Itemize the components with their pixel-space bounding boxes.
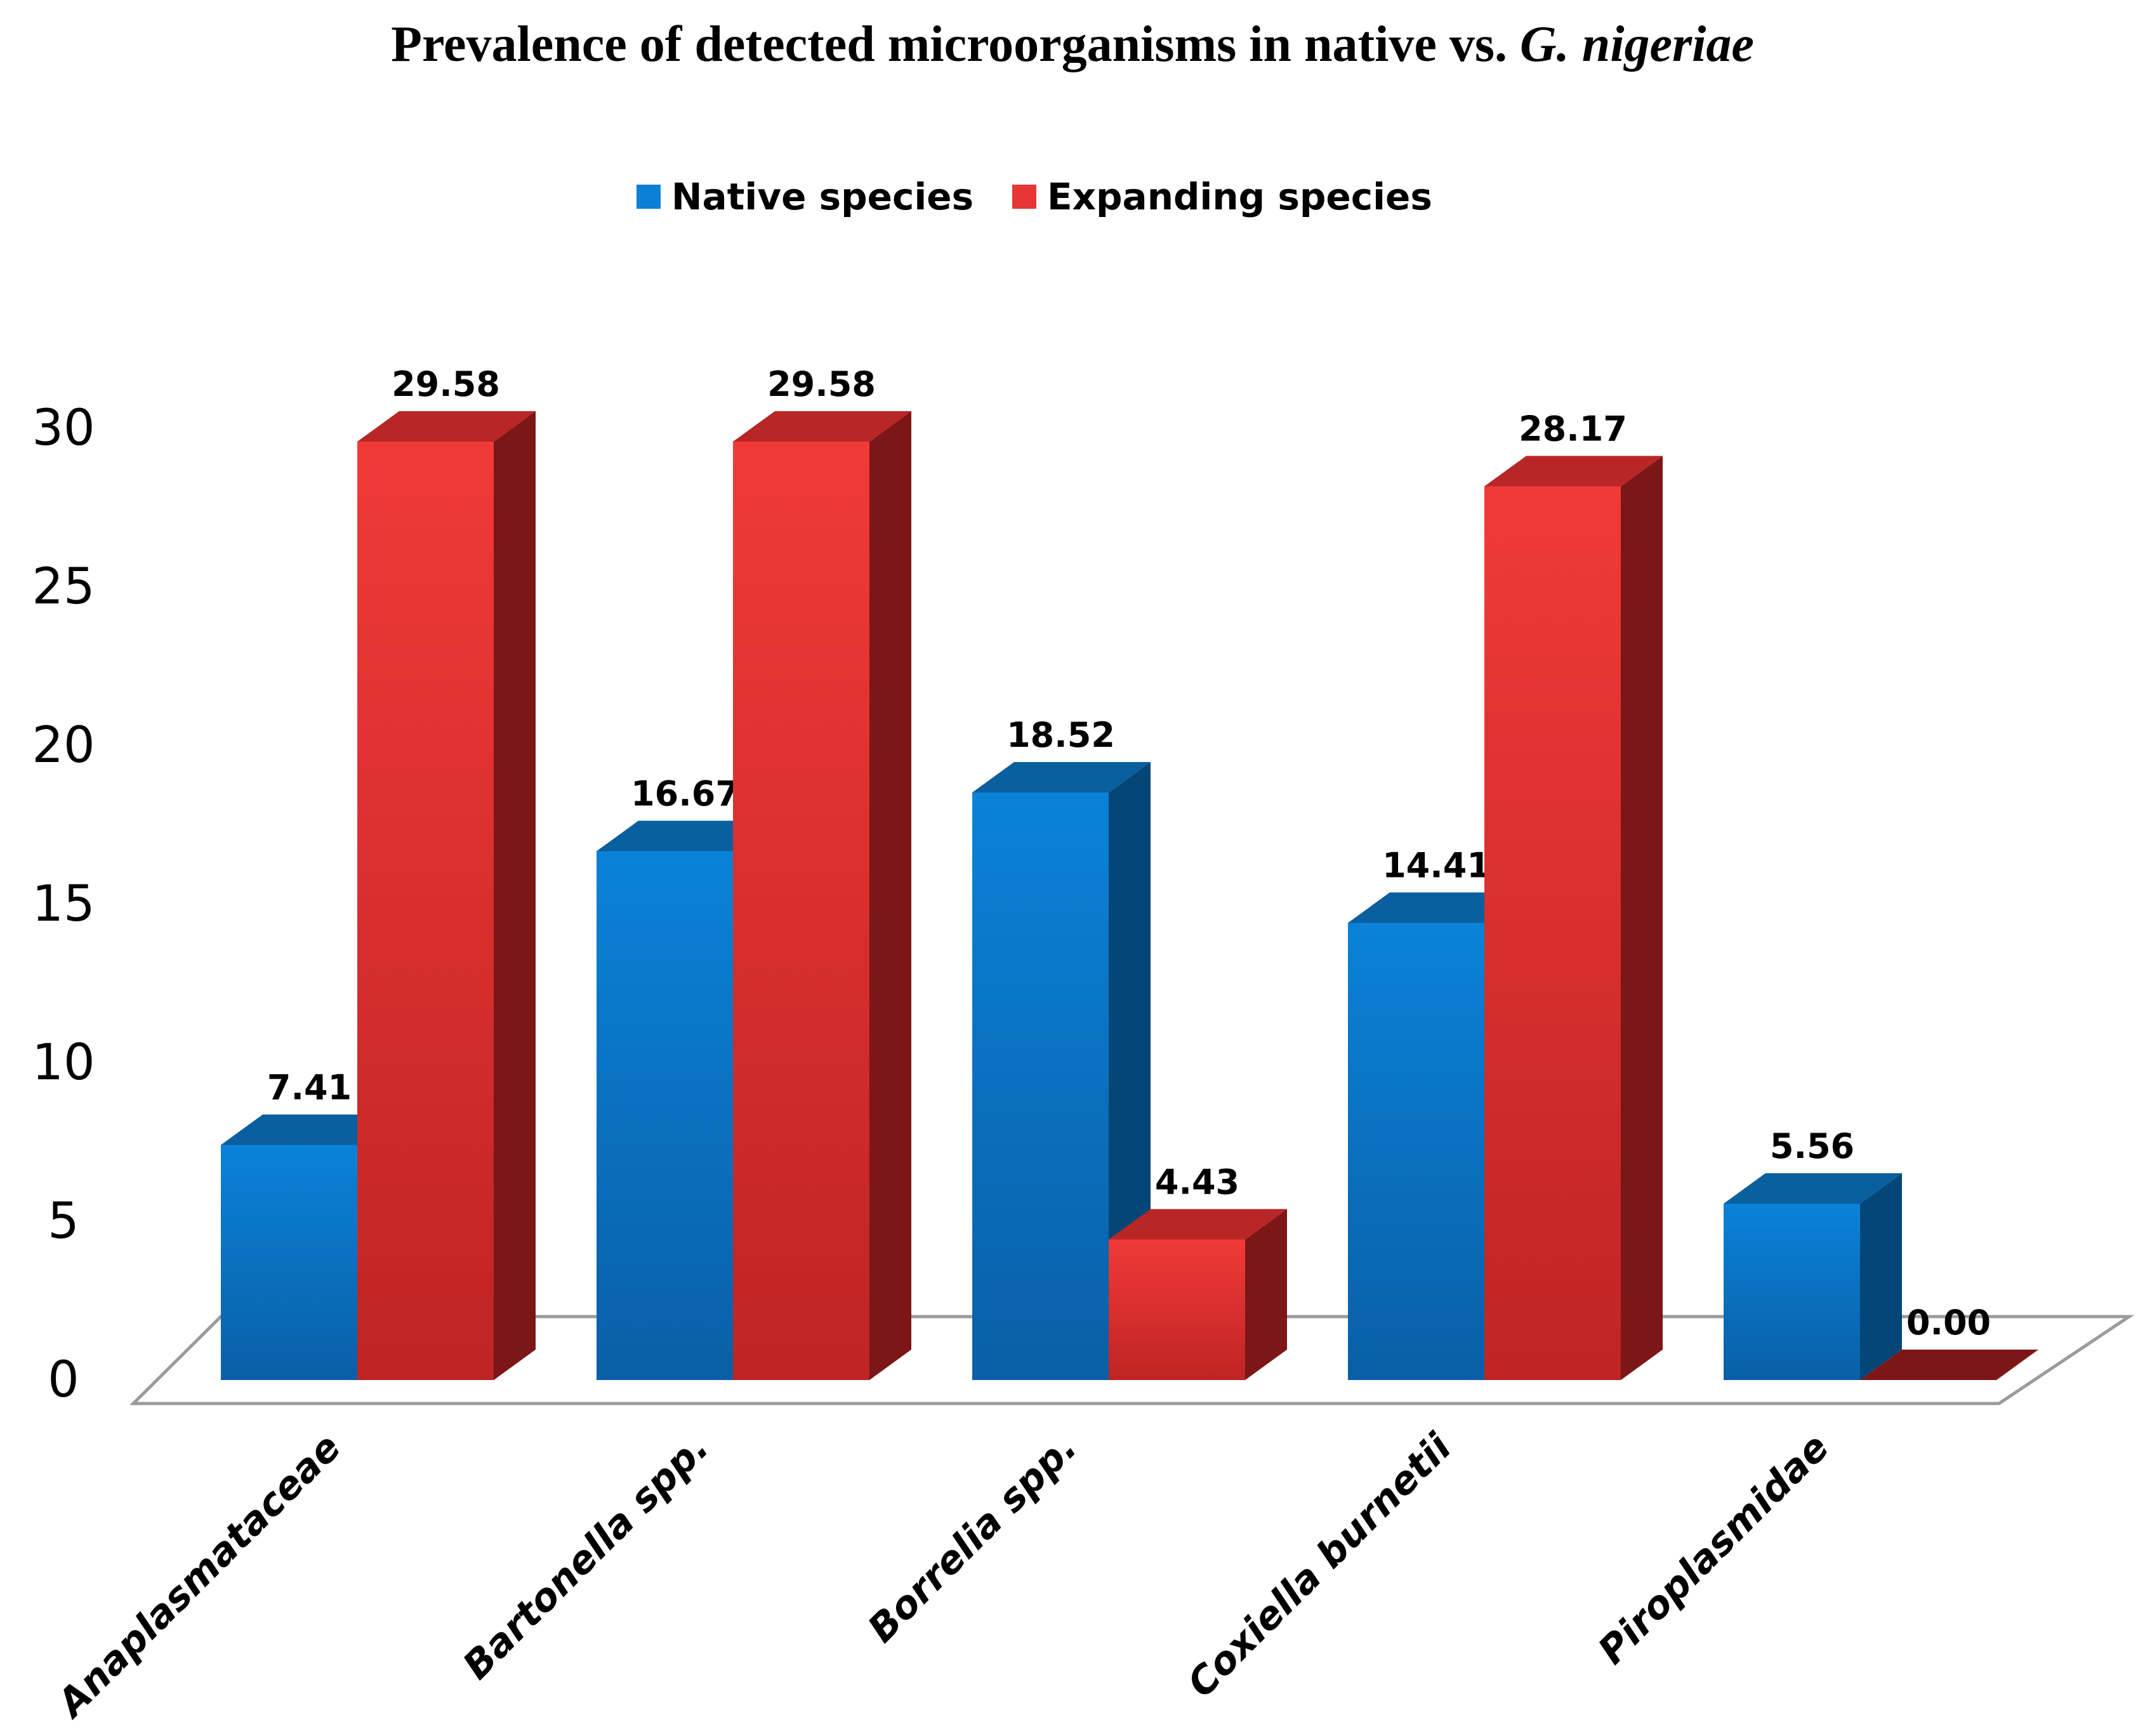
native-value-label: 18.52 xyxy=(1006,715,1115,755)
chart-title-main: Prevalence of detected microorganisms in… xyxy=(391,16,1507,72)
legend-label-native: Native species xyxy=(671,175,974,218)
y-tick-label: 20 xyxy=(32,717,95,774)
native-bar-top xyxy=(221,1114,399,1145)
legend-swatch-expanding xyxy=(1012,185,1036,209)
expanding-bar-front xyxy=(1484,486,1621,1380)
expanding-bar-front xyxy=(733,442,869,1380)
expanding-bar-top xyxy=(1109,1209,1287,1240)
native-bar-top xyxy=(597,820,775,852)
bar-group: 28.17 xyxy=(1484,409,1663,1380)
expanding-bar-side xyxy=(869,411,911,1380)
native-bar-top xyxy=(972,762,1151,792)
native-bar-top xyxy=(1724,1173,1902,1204)
bar-group: 4.43 xyxy=(1109,1162,1287,1380)
native-value-label: 5.56 xyxy=(1770,1126,1854,1166)
x-category-label: Bartonella spp. xyxy=(454,1425,717,1688)
bar-group: 18.52 xyxy=(972,715,1151,1380)
native-value-label: 14.41 xyxy=(1382,846,1491,886)
expanding-bar-side xyxy=(1621,456,1663,1380)
y-tick-label: 30 xyxy=(32,400,95,457)
expanding-value-label: 0.00 xyxy=(1906,1303,1991,1343)
expanding-bar-top xyxy=(1860,1350,2038,1380)
chart-title-italic: G. nigeriae xyxy=(1520,16,1754,72)
expanding-bar-top xyxy=(1484,456,1663,487)
chart-title: Prevalence of detected microorganisms in… xyxy=(391,16,1754,72)
native-bar-top xyxy=(1348,892,1526,923)
expanding-value-label: 28.17 xyxy=(1519,409,1627,449)
legend: Native species Expanding species xyxy=(637,175,1432,218)
x-category-label: Borrelia spp. xyxy=(859,1425,1085,1651)
bar-group: 29.58 xyxy=(733,364,911,1380)
expanding-bar-top xyxy=(733,411,911,442)
expanding-bar-front xyxy=(357,442,494,1380)
bar-group: 0.00 xyxy=(1860,1303,2038,1380)
native-bar-front xyxy=(597,851,733,1380)
expanding-bar-side xyxy=(1245,1209,1287,1380)
bar-group: 5.56 xyxy=(1724,1126,1902,1380)
x-category-label: Coxiella burnetii xyxy=(1179,1424,1461,1706)
y-tick-label: 10 xyxy=(32,1034,95,1091)
legend-label-expanding: Expanding species xyxy=(1047,175,1432,218)
native-bar-front xyxy=(221,1145,357,1380)
y-tick-label: 0 xyxy=(48,1351,79,1409)
native-bar-side xyxy=(1860,1173,1902,1380)
x-category-label: Piroplasmidae xyxy=(1590,1425,1838,1673)
expanding-bar-top xyxy=(357,411,536,442)
native-bar-front xyxy=(1724,1204,1860,1380)
native-value-label: 7.41 xyxy=(267,1068,352,1108)
x-category-label: Anaplasmataceae xyxy=(48,1425,350,1727)
bars: 7.41 29.58 16.67 29.58 18.52 4.43 14.41 28.17 5.… xyxy=(221,364,2038,1380)
expanding-bar-side xyxy=(494,411,536,1380)
y-axis-ticks: 0 5 10 15 20 25 30 xyxy=(32,400,95,1409)
y-tick-label: 25 xyxy=(32,558,95,615)
x-axis-categories: Anaplasmataceae Bartonella spp. Borrelia s… xyxy=(48,1424,1838,1727)
native-value-label: 16.67 xyxy=(631,774,739,814)
legend-swatch-native xyxy=(637,185,661,209)
bar-group: 29.58 xyxy=(357,364,536,1380)
native-bar-front xyxy=(1348,923,1484,1380)
y-tick-label: 5 xyxy=(48,1193,79,1250)
native-bar-front xyxy=(972,792,1109,1380)
expanding-value-label: 4.43 xyxy=(1155,1162,1239,1202)
y-tick-label: 15 xyxy=(32,876,95,933)
expanding-bar-front xyxy=(1109,1239,1245,1380)
expanding-value-label: 29.58 xyxy=(767,364,876,404)
expanding-value-label: 29.58 xyxy=(392,364,500,404)
